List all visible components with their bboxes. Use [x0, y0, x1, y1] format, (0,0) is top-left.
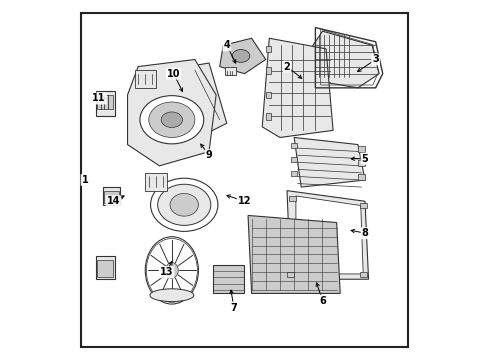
Polygon shape	[262, 38, 332, 138]
FancyBboxPatch shape	[81, 13, 407, 347]
Polygon shape	[247, 215, 340, 293]
Bar	[96, 91, 115, 116]
Text: 14: 14	[106, 196, 120, 206]
Ellipse shape	[165, 262, 178, 278]
Ellipse shape	[161, 112, 182, 127]
Bar	[265, 67, 270, 74]
Ellipse shape	[149, 289, 193, 302]
Bar	[290, 157, 296, 162]
Text: 9: 9	[205, 150, 212, 160]
Bar	[96, 256, 115, 279]
Bar	[102, 187, 120, 205]
Bar	[265, 92, 270, 99]
Ellipse shape	[150, 178, 218, 231]
Bar	[359, 272, 366, 278]
Text: 3: 3	[371, 54, 378, 64]
Bar	[104, 191, 119, 203]
Ellipse shape	[140, 96, 203, 144]
Bar	[359, 203, 366, 208]
Ellipse shape	[145, 237, 198, 304]
Polygon shape	[286, 191, 368, 279]
Text: 5: 5	[361, 154, 367, 164]
Text: 7: 7	[230, 303, 237, 312]
Bar	[265, 113, 270, 120]
Bar	[357, 174, 364, 180]
Bar	[286, 272, 293, 278]
Polygon shape	[219, 38, 265, 74]
Polygon shape	[307, 31, 378, 88]
Bar	[145, 173, 166, 191]
Text: 10: 10	[166, 69, 180, 79]
Bar	[290, 143, 296, 148]
Bar	[357, 146, 364, 152]
Bar	[265, 46, 270, 53]
Bar	[357, 160, 364, 166]
Bar	[290, 171, 296, 176]
Polygon shape	[295, 196, 363, 274]
Ellipse shape	[157, 184, 210, 225]
Text: 4: 4	[223, 40, 230, 50]
Text: 12: 12	[237, 196, 251, 206]
Ellipse shape	[170, 193, 198, 216]
Text: 11: 11	[92, 94, 106, 103]
Text: 13: 13	[160, 267, 173, 277]
Bar	[288, 195, 295, 201]
Ellipse shape	[148, 102, 195, 138]
Ellipse shape	[232, 50, 249, 62]
Polygon shape	[293, 138, 364, 187]
Polygon shape	[212, 265, 244, 293]
Text: 1: 1	[81, 175, 88, 185]
Text: 6: 6	[319, 296, 325, 306]
Bar	[97, 260, 113, 278]
Bar	[97, 95, 113, 109]
Text: 8: 8	[361, 228, 367, 238]
Polygon shape	[127, 59, 216, 166]
Bar	[134, 70, 156, 88]
Text: 2: 2	[283, 62, 290, 72]
Bar	[224, 67, 235, 76]
Polygon shape	[187, 63, 226, 134]
